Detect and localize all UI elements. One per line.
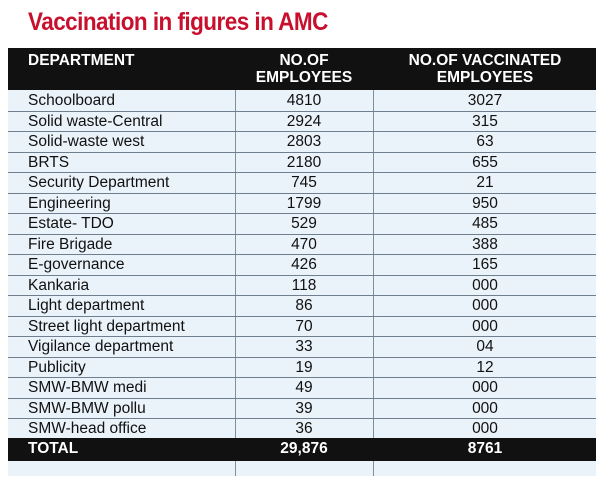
cell-employees: 36 xyxy=(295,420,313,437)
cell-employees: 2924 xyxy=(286,112,322,130)
cell-vaccinated: 165 xyxy=(472,256,498,273)
cell-vaccinated: 000 xyxy=(472,379,498,396)
cell-department: Light department xyxy=(28,297,145,314)
table-row: Kankaria 118 000 xyxy=(8,276,596,296)
cell-employees: 86 xyxy=(295,297,313,314)
cell-department: Publicity xyxy=(28,358,86,376)
cell-vaccinated: 000 xyxy=(472,399,498,417)
table-row: Solid-waste west 2803 63 xyxy=(8,132,596,153)
table-header: DEPARTMENT NO.OF EMPLOYEES NO.OF VACCINA… xyxy=(8,48,596,90)
cell-department: E-governance xyxy=(28,256,125,273)
column-divider xyxy=(373,48,374,476)
table-row: E-governance 426 165 xyxy=(8,255,596,276)
cell-employees: 2180 xyxy=(286,153,322,171)
cell-vaccinated: 000 xyxy=(472,317,498,335)
table-row: Security Department 745 21 xyxy=(8,173,596,194)
cell-vaccinated: 3027 xyxy=(467,92,503,109)
header-department: DEPARTMENT xyxy=(28,52,135,69)
page-title: Vaccination in figures in AMC xyxy=(28,8,328,36)
cell-employees: 33 xyxy=(295,338,313,355)
cell-vaccinated: 04 xyxy=(476,338,494,355)
cell-employees: 70 xyxy=(295,317,313,335)
cell-vaccinated: 315 xyxy=(472,112,498,130)
cell-vaccinated: 655 xyxy=(472,153,498,171)
cell-employees: 1799 xyxy=(286,194,322,212)
total-row: TOTAL 29,876 8761 xyxy=(8,438,596,461)
table-row: SMW-head office 36 000 xyxy=(8,419,596,440)
cell-department: Estate- TDO xyxy=(28,215,114,232)
cell-department: BRTS xyxy=(28,153,70,171)
cell-employees: 19 xyxy=(295,358,313,376)
cell-employees: 470 xyxy=(291,235,317,253)
cell-vaccinated: 63 xyxy=(476,133,494,150)
column-divider xyxy=(235,48,236,476)
cell-department: Engineering xyxy=(28,194,111,212)
table-body: Schoolboard 4810 3027 Solid waste-Central 29… xyxy=(8,91,596,440)
vaccination-table: DEPARTMENT NO.OF EMPLOYEES NO.OF VACCINA… xyxy=(8,48,596,476)
table-row: SMW-BMW pollu 39 000 xyxy=(8,399,596,419)
total-label: TOTAL xyxy=(28,440,79,457)
header-vaccinated: NO.OF VACCINATED EMPLOYEES xyxy=(408,52,562,86)
cell-employees: 529 xyxy=(291,215,317,232)
cell-department: Schoolboard xyxy=(28,92,116,109)
cell-employees: 39 xyxy=(295,399,313,417)
cell-employees: 745 xyxy=(291,174,317,191)
header-employees: NO.OF EMPLOYEES xyxy=(255,52,353,86)
cell-vaccinated: 000 xyxy=(472,276,498,294)
total-vaccinated: 8761 xyxy=(467,440,503,457)
cell-employees: 2803 xyxy=(286,133,322,150)
cell-employees: 426 xyxy=(291,256,317,273)
table-row: Publicity 19 12 xyxy=(8,358,596,378)
cell-vaccinated: 000 xyxy=(472,420,498,437)
cell-employees: 49 xyxy=(295,379,313,396)
cell-vaccinated: 388 xyxy=(472,235,498,253)
table-row: Fire Brigade 470 388 xyxy=(8,235,596,255)
cell-department: Solid waste-Central xyxy=(28,112,163,130)
cell-vaccinated: 21 xyxy=(476,174,494,191)
cell-employees: 4810 xyxy=(286,92,322,109)
table-row: Light department 86 000 xyxy=(8,296,596,317)
table-row: Solid waste-Central 2924 315 xyxy=(8,112,596,132)
cell-department: Street light department xyxy=(28,317,185,335)
cell-vaccinated: 12 xyxy=(476,358,494,376)
total-employees: 29,876 xyxy=(280,440,328,457)
cell-vaccinated: 485 xyxy=(472,215,498,232)
cell-department: Vigilance department xyxy=(28,338,174,355)
cell-department: Fire Brigade xyxy=(28,235,113,253)
cell-vaccinated: 000 xyxy=(472,297,498,314)
table-row: SMW-BMW medi 49 000 xyxy=(8,378,596,399)
cell-department: Kankaria xyxy=(28,276,90,294)
cell-department: SMW-BMW pollu xyxy=(28,399,146,417)
table-row: Engineering 1799 950 xyxy=(8,194,596,214)
table-row: Vigilance department 33 04 xyxy=(8,337,596,358)
table-row: Estate- TDO 529 485 xyxy=(8,214,596,235)
cell-department: SMW-head office xyxy=(28,420,147,437)
cell-department: SMW-BMW medi xyxy=(28,379,147,396)
cell-department: Security Department xyxy=(28,174,170,191)
table-row: Schoolboard 4810 3027 xyxy=(8,91,596,112)
cell-department: Solid-waste west xyxy=(28,133,145,150)
table-row: BRTS 2180 655 xyxy=(8,153,596,173)
cell-vaccinated: 950 xyxy=(472,194,498,212)
table-row: Street light department 70 000 xyxy=(8,317,596,337)
cell-employees: 118 xyxy=(291,276,317,294)
